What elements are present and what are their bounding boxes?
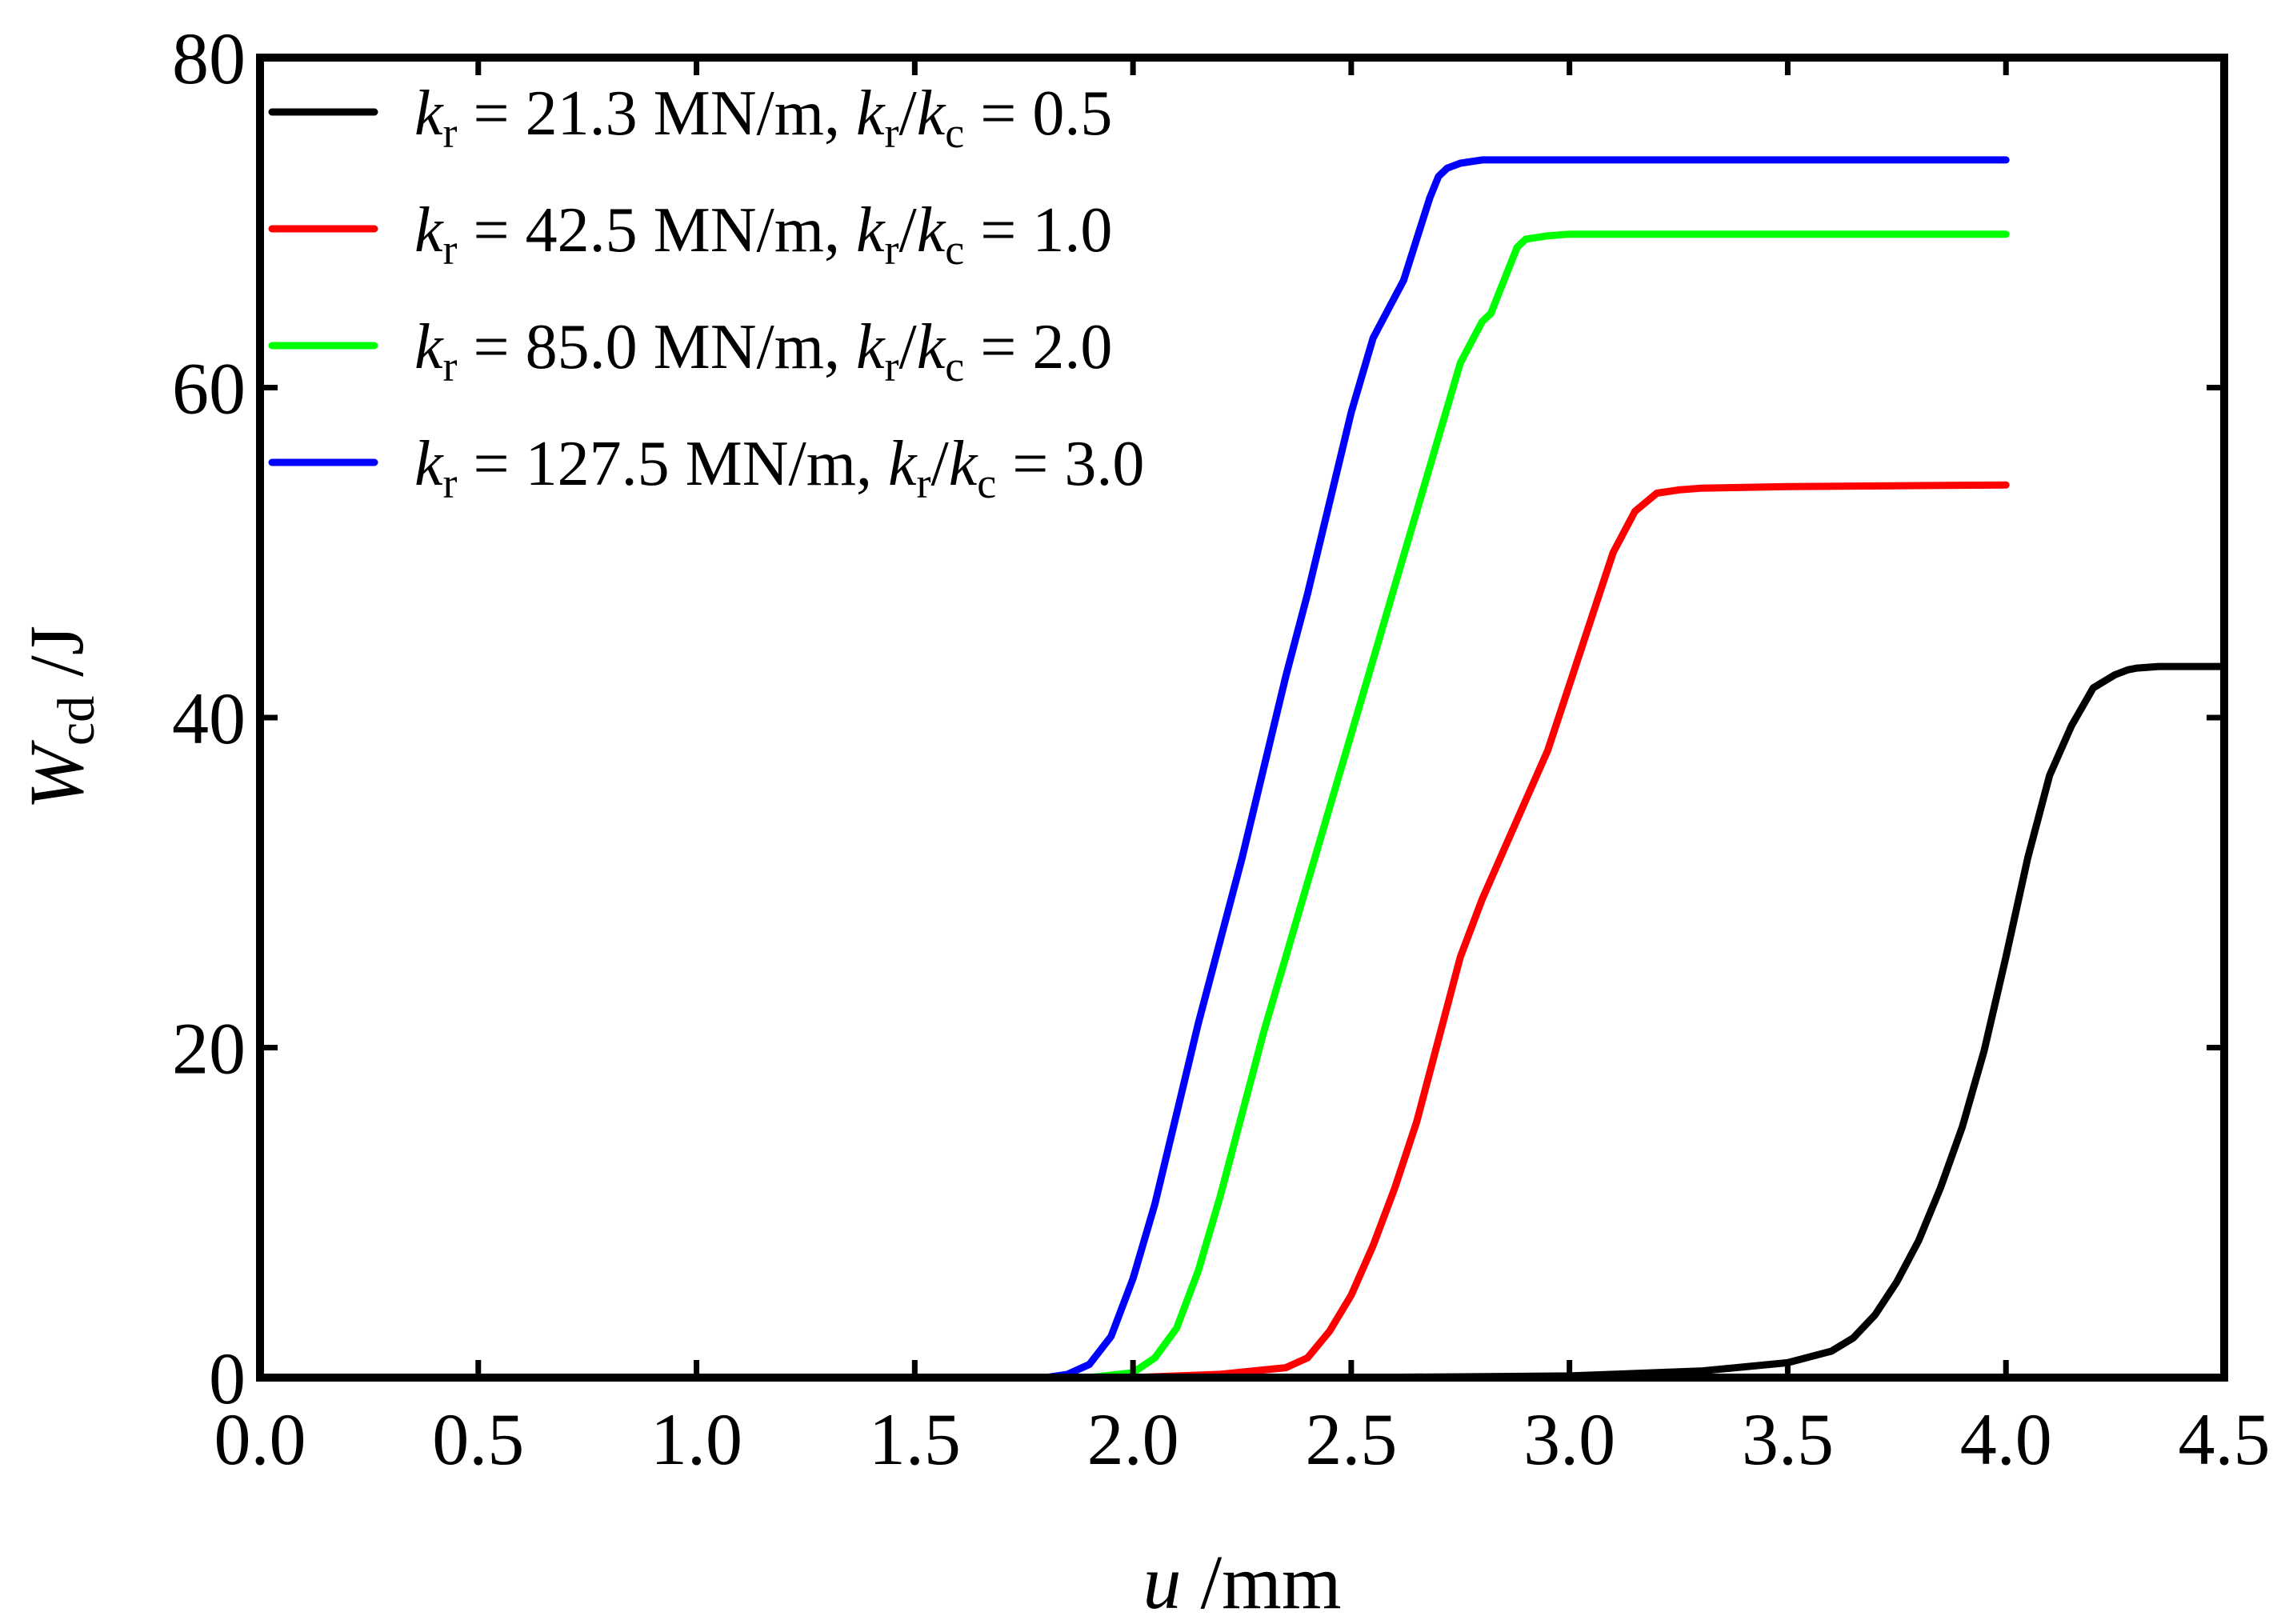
y-tick-label: 40	[172, 678, 246, 759]
legend-label-0: kr = 21.3 MN/m, kr/kc = 0.5	[414, 78, 1112, 157]
x-tick-label: 0.5	[432, 1398, 524, 1480]
series-layer	[256, 156, 2228, 1382]
y-tick-label: 80	[172, 18, 246, 99]
x-tick-label: 1.0	[650, 1398, 742, 1480]
x-tick-label: 0.0	[214, 1398, 306, 1480]
series-line-0	[256, 662, 2228, 1382]
x-axis-title: u /mm	[1142, 1539, 1341, 1624]
series-line-2	[256, 230, 2010, 1382]
y-axis-title: Wcd /J	[14, 626, 106, 810]
x-axis-variable: u	[1142, 1539, 1181, 1624]
x-tick-label: 3.0	[1523, 1398, 1615, 1480]
legend: kr = 21.3 MN/m, kr/kc = 0.5 kr = 42.5 MN/…	[268, 78, 1144, 507]
x-axis-unit: /mm	[1181, 1539, 1341, 1624]
y-tick-label: 60	[172, 348, 246, 430]
legend-label-1: kr = 42.5 MN/m, kr/kc = 1.0	[414, 195, 1112, 274]
tick-layer: 0.0 0.5 1.0 1.5 2.0 2.5 3.0 3.5 4.0 4.5 0 20 40 60 80	[172, 18, 2271, 1480]
y-tick-label: 0	[209, 1338, 246, 1419]
x-tick-label: 2.0	[1087, 1398, 1179, 1480]
x-tick-label: 2.5	[1305, 1398, 1397, 1480]
series-line-1	[256, 481, 2010, 1382]
series-line-3	[256, 156, 2010, 1382]
y-axis-unit: /J	[14, 626, 99, 696]
y-axis-variable: W	[14, 739, 99, 810]
x-tick-label: 4.0	[1960, 1398, 2052, 1480]
x-tick-label: 3.5	[1742, 1398, 1834, 1480]
x-tick-label: 4.5	[2179, 1398, 2271, 1480]
legend-label-3: kr = 127.5 MN/m, kr/kc = 3.0	[414, 429, 1144, 507]
y-axis-subscript: cd	[47, 696, 106, 746]
y-tick-label: 20	[172, 1008, 246, 1090]
legend-label-2: kr = 85.0 MN/m, kr/kc = 2.0	[414, 312, 1112, 390]
x-tick-label: 1.5	[869, 1398, 961, 1480]
